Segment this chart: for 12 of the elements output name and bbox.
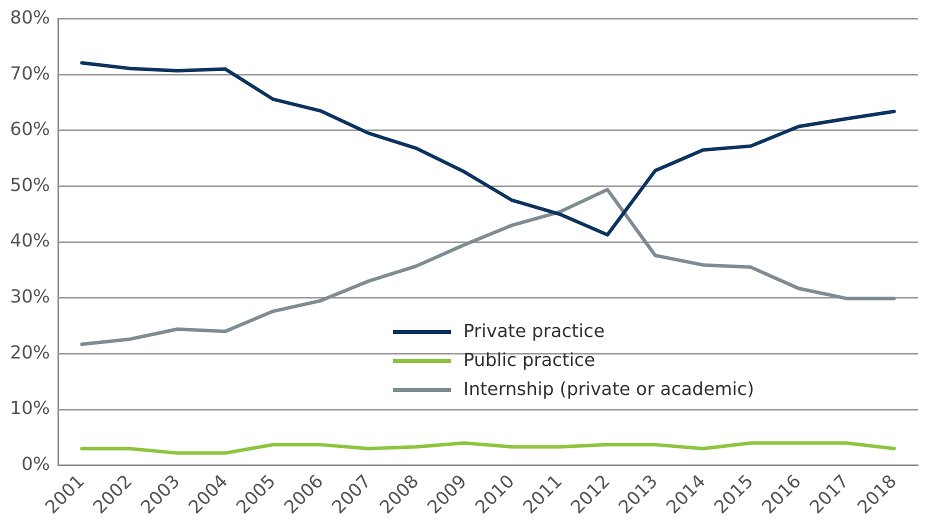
legend-label: Private practice: [463, 320, 605, 344]
y-tick-label: 30%: [10, 286, 50, 308]
y-tick-label: 10%: [10, 398, 50, 420]
y-tick-label: 40%: [10, 230, 50, 252]
y-tick-label: 50%: [10, 174, 50, 196]
legend-label: Internship (private or academic): [463, 378, 754, 402]
y-tick-label: 80%: [10, 7, 50, 28]
y-tick-label: 20%: [10, 342, 50, 364]
y-tick-label: 60%: [10, 119, 50, 140]
y-tick-label: 70%: [10, 63, 50, 84]
y-tick-label: 0%: [21, 454, 50, 476]
legend-label: Public practice: [463, 349, 596, 374]
